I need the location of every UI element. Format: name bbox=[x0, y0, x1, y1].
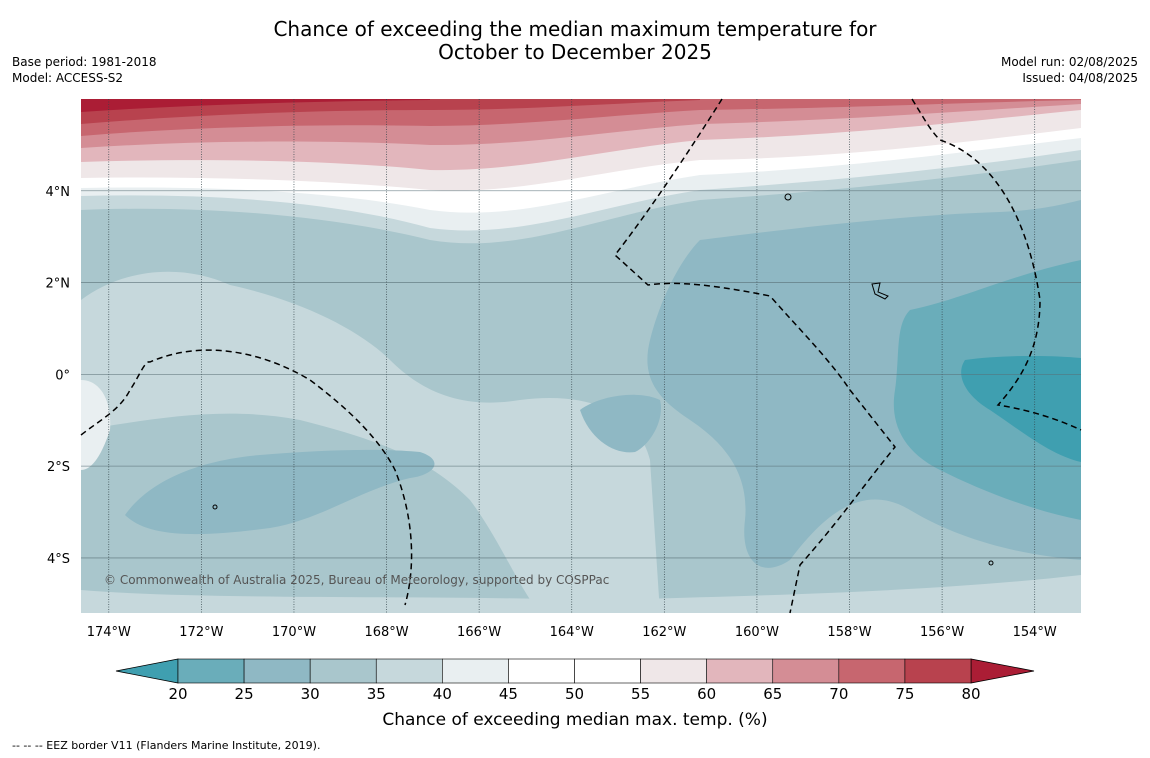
lat-tick-label: 2°S bbox=[47, 460, 70, 475]
lat-tick-label: 4°S bbox=[47, 552, 70, 567]
title-line-1: Chance of exceeding the median maximum t… bbox=[273, 17, 877, 41]
colorbar-tick-label: 70 bbox=[829, 685, 848, 703]
latitude-labels: 4°N 2°N 0° 2°S 4°S bbox=[46, 185, 71, 567]
lon-tick-label: 154°W bbox=[1013, 625, 1057, 640]
model-name: Model: ACCESS-S2 bbox=[12, 71, 124, 85]
island bbox=[784, 193, 792, 201]
field-east-core bbox=[961, 355, 1081, 462]
base-period: Base period: 1981-2018 bbox=[12, 55, 157, 69]
colorbar-segment bbox=[243, 658, 311, 684]
copyright-notice: © Commonwealth of Australia 2025, Bureau… bbox=[104, 573, 609, 587]
field-west-dark bbox=[125, 449, 435, 535]
field-band-75-80 bbox=[81, 99, 700, 124]
colorbar-ticks: 20 25 30 35 40 45 50 55 60 65 70 75 80 bbox=[168, 685, 980, 703]
colorbar-segment bbox=[772, 658, 840, 684]
colorbar-segment bbox=[508, 658, 575, 684]
lon-tick-label: 166°W bbox=[457, 625, 501, 640]
eez-borders bbox=[80, 98, 1082, 614]
model-run: Model run: 02/08/2025 bbox=[1000, 55, 1138, 69]
colorbar-segment bbox=[640, 658, 707, 684]
colorbar-tick-label: 45 bbox=[499, 685, 518, 703]
colorbar-extend-high bbox=[970, 658, 1035, 684]
colorbar-tick-label: 80 bbox=[961, 685, 980, 703]
colorbar-tick-label: 65 bbox=[763, 685, 782, 703]
colorbar-segment bbox=[177, 658, 245, 684]
colorbar-tick-label: 20 bbox=[168, 685, 187, 703]
lat-tick-label: 4°N bbox=[46, 185, 71, 200]
eez-border-west bbox=[80, 349, 413, 606]
colorbar-tick-label: 60 bbox=[697, 685, 716, 703]
colorbar-tick-label: 75 bbox=[895, 685, 914, 703]
field-west-edge bbox=[81, 380, 111, 470]
lon-tick-label: 156°W bbox=[920, 625, 964, 640]
map-field bbox=[81, 99, 1081, 613]
colorbar-tick-label: 35 bbox=[367, 685, 386, 703]
lon-tick-label: 170°W bbox=[272, 625, 316, 640]
colorbar-label: Chance of exceeding median max. temp. (%… bbox=[382, 710, 768, 730]
island bbox=[212, 504, 218, 510]
colorbar-tick-label: 40 bbox=[433, 685, 452, 703]
lon-tick-label: 160°W bbox=[735, 625, 779, 640]
colorbar-tick-label: 55 bbox=[631, 685, 650, 703]
model-info: Base period: 1981-2018 Model: ACCESS-S2 bbox=[12, 54, 157, 86]
colorbar-extend-low bbox=[115, 658, 179, 684]
colorbar-segment bbox=[309, 658, 377, 684]
colorbar-tick-label: 50 bbox=[565, 685, 584, 703]
colorbar-segment bbox=[442, 658, 509, 684]
colorbar-segment bbox=[838, 658, 906, 684]
colorbar-tick-label: 25 bbox=[235, 685, 254, 703]
island bbox=[988, 560, 994, 566]
islands bbox=[212, 193, 994, 566]
longitude-labels: 174°W 172°W 170°W 168°W 166°W 164°W 162°W 160°W… bbox=[87, 625, 1057, 640]
colorbar-tick-label: 30 bbox=[301, 685, 320, 703]
run-info: Model run: 02/08/2025 Issued: 04/08/2025 bbox=[1001, 54, 1138, 86]
issued-date: Issued: 04/08/2025 bbox=[1022, 71, 1138, 85]
title-line-2: October to December 2025 bbox=[438, 40, 712, 64]
island bbox=[871, 282, 889, 300]
lon-tick-label: 164°W bbox=[550, 625, 594, 640]
field-central-patch bbox=[580, 394, 661, 453]
lon-tick-label: 162°W bbox=[642, 625, 686, 640]
colorbar-segment bbox=[375, 658, 443, 684]
field-south-light bbox=[81, 575, 1081, 613]
lat-tick-label: 2°N bbox=[46, 277, 71, 292]
footnote: -- -- -- EEZ border V11 (Flanders Marine… bbox=[12, 739, 321, 752]
colorbar-segment bbox=[574, 658, 641, 684]
lon-tick-label: 158°W bbox=[827, 625, 871, 640]
colorbar-segment bbox=[904, 658, 972, 684]
lon-tick-label: 172°W bbox=[179, 625, 223, 640]
gridlines bbox=[81, 99, 1081, 613]
colorbar bbox=[115, 658, 1035, 684]
colorbar-segment bbox=[706, 658, 774, 684]
map-title: Chance of exceeding the median maximum t… bbox=[0, 18, 1150, 64]
field-band-80-plus bbox=[81, 99, 430, 112]
lon-tick-label: 168°W bbox=[364, 625, 408, 640]
lat-tick-label: 0° bbox=[55, 368, 70, 383]
lon-tick-label: 174°W bbox=[87, 625, 131, 640]
